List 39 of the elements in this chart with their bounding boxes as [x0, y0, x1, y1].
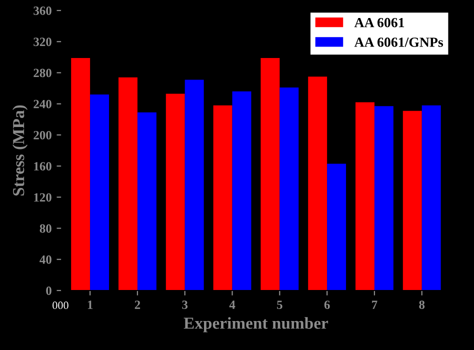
y-axis-title: Stress (MPa): [12, 105, 28, 196]
bar: [260, 58, 280, 290]
x-axis-title: Experiment number: [184, 317, 328, 332]
bar: [402, 110, 422, 290]
y-tick-label: 120: [34, 193, 52, 202]
legend-label: AA 6061/GNPs: [354, 38, 444, 47]
bar: [308, 76, 328, 290]
y-tick-label: 320: [34, 38, 52, 46]
text: 000: [52, 302, 68, 310]
y-tick-label: 200: [34, 130, 52, 140]
legend-label: AA 6061: [354, 18, 404, 28]
x-tick-label: 6: [324, 300, 330, 310]
bar: [184, 80, 204, 290]
bar: [232, 91, 252, 290]
y-tick-label: 40: [40, 255, 52, 264]
bar: [356, 102, 374, 290]
y-tick-label: 360: [34, 6, 52, 15]
bar: [280, 88, 299, 290]
x-tick-label: 5: [277, 300, 282, 310]
bar: [90, 94, 110, 290]
bar: [118, 77, 138, 290]
bar: [327, 164, 346, 290]
x-tick-label: 1: [88, 300, 93, 309]
y-tick-label: 280: [34, 68, 52, 78]
bar: [137, 112, 156, 290]
x-tick-label: 3: [182, 300, 188, 310]
bar: [213, 105, 232, 290]
y-tick-label: 160: [34, 162, 52, 171]
bar: [166, 94, 185, 290]
x-tick-label: 7: [372, 300, 378, 309]
bar: [374, 106, 394, 290]
bar: [71, 58, 90, 290]
x-tick-label: 8: [419, 300, 425, 310]
y-tick-label: 240: [34, 100, 52, 108]
y-tick-label: 80: [40, 224, 52, 233]
bar: [422, 105, 441, 290]
x-tick-label: 2: [134, 300, 140, 309]
x-tick-label: 4: [229, 300, 236, 309]
y-tick-label: 0: [46, 286, 52, 295]
